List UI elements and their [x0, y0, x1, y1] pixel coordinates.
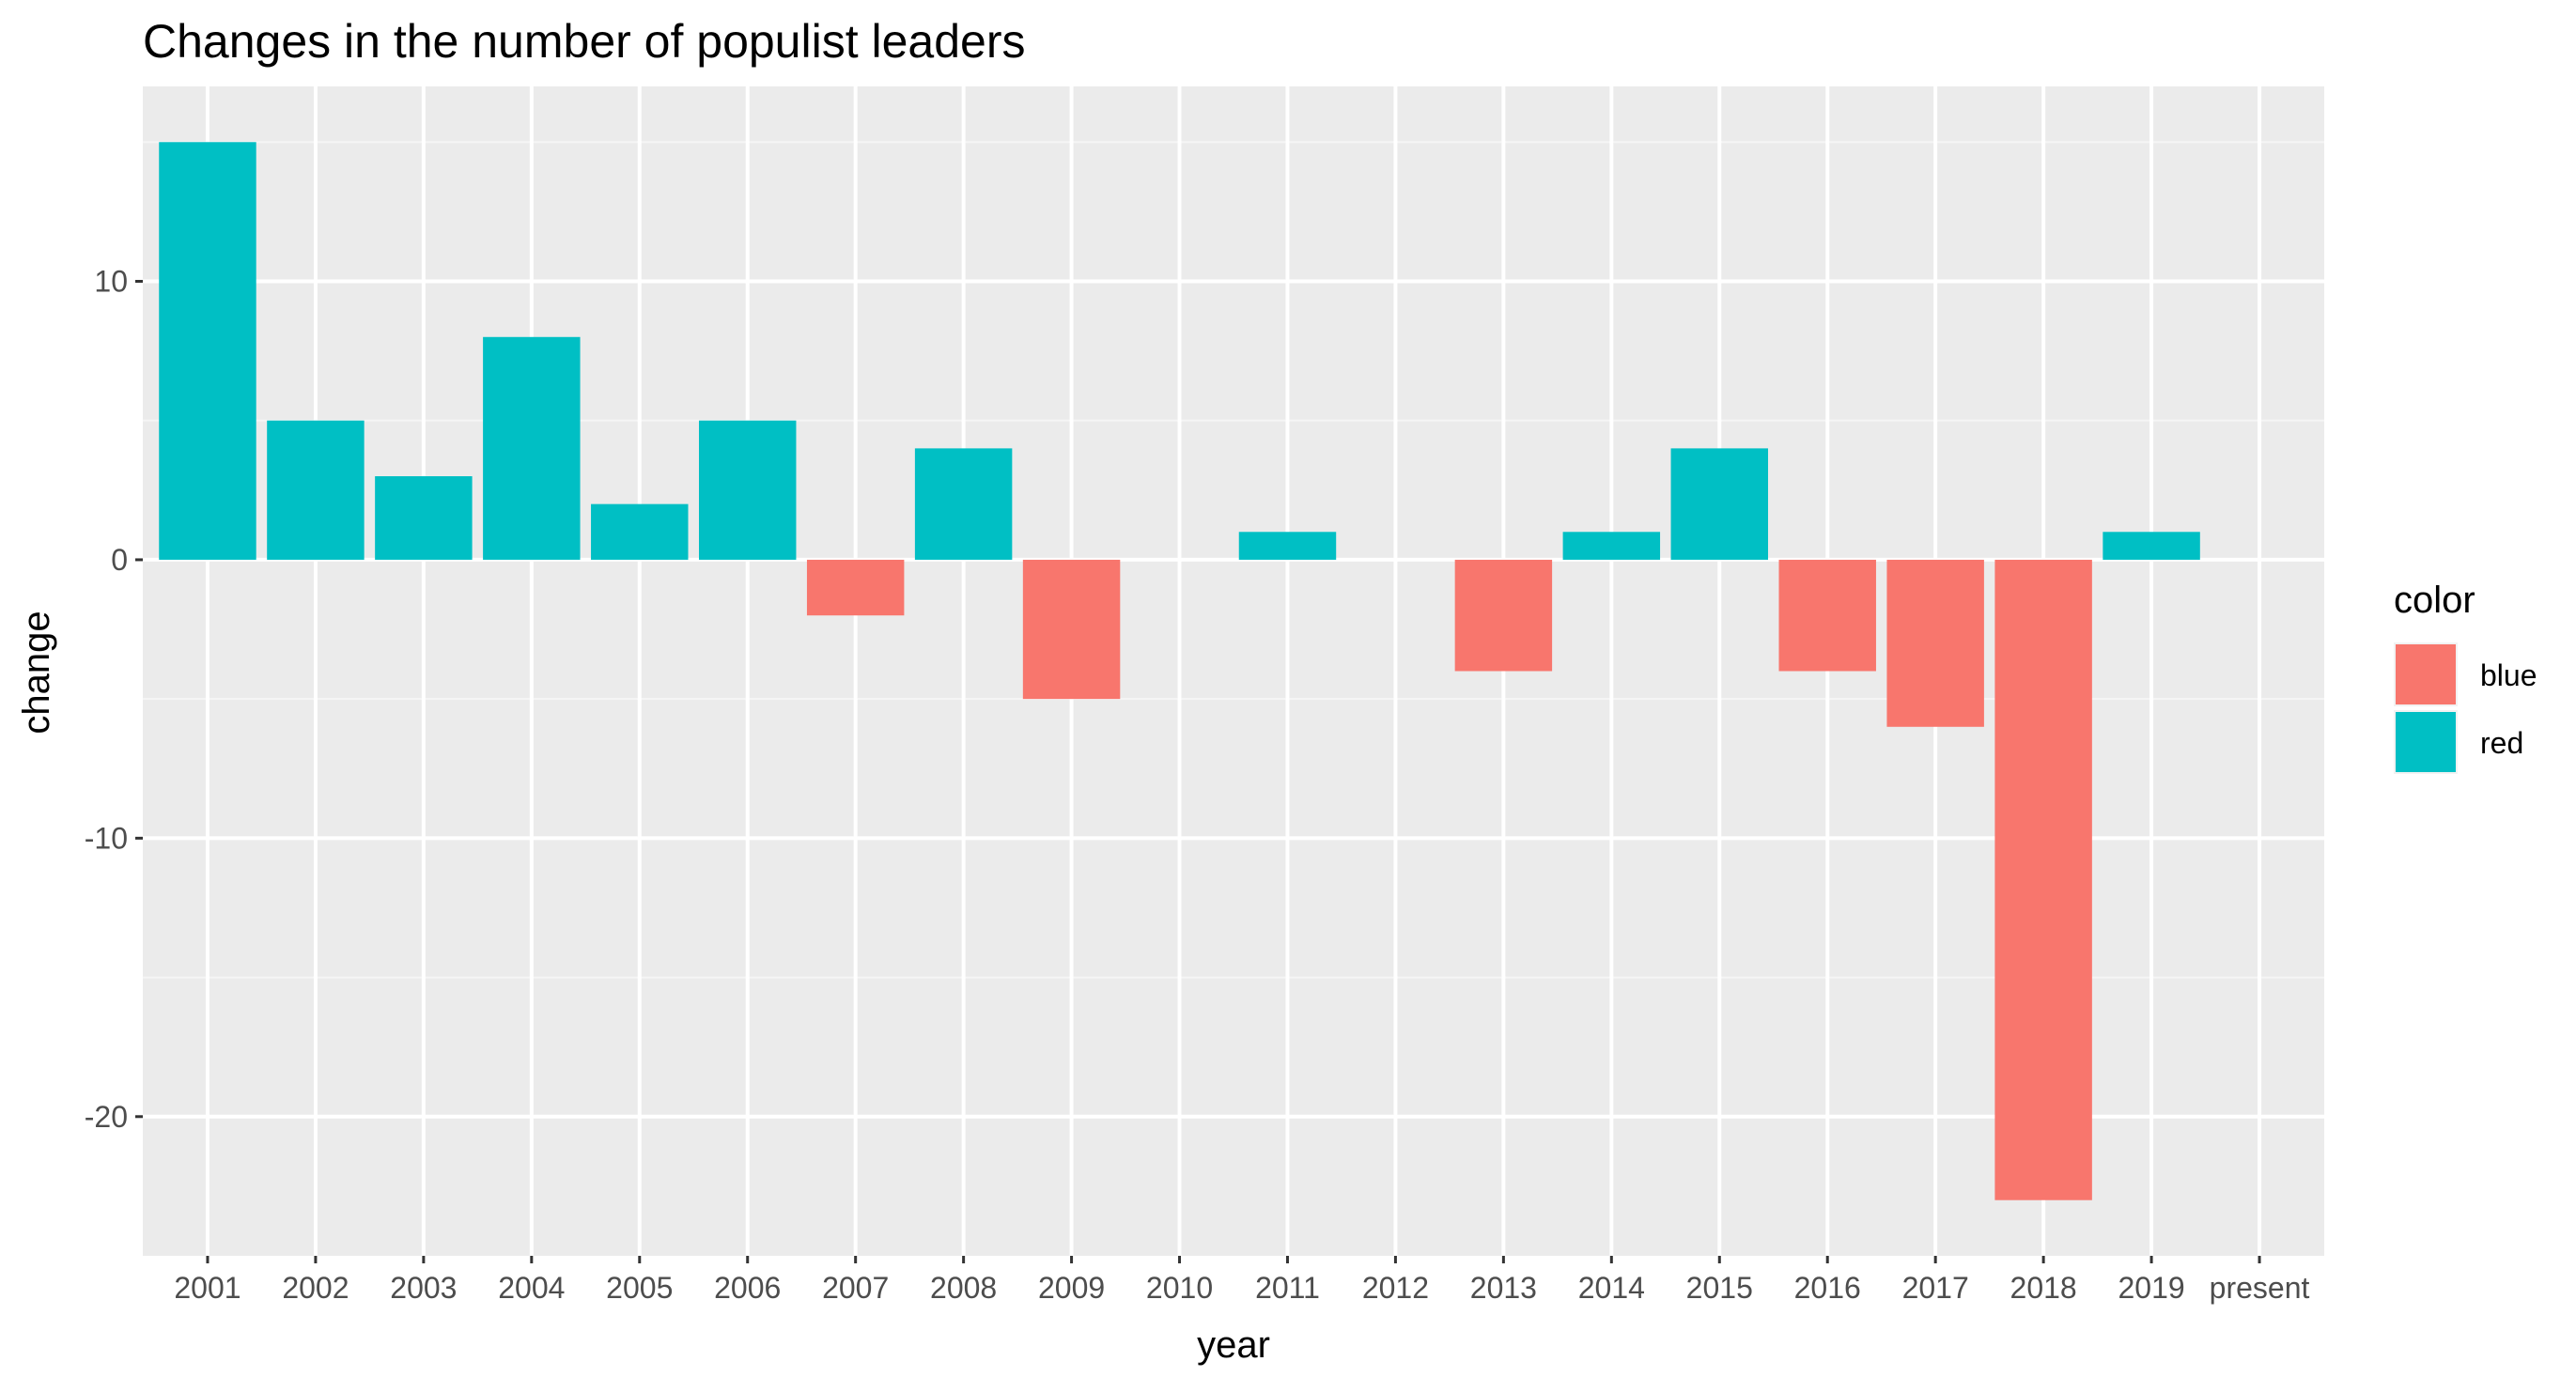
y-tick-label: 10 — [94, 265, 128, 299]
x-tick-label: 2004 — [498, 1271, 565, 1305]
bar-2001 — [159, 142, 256, 560]
bar-2005 — [591, 503, 689, 560]
x-tick-label: 2016 — [1794, 1271, 1861, 1305]
bar-2009 — [1022, 559, 1121, 700]
x-tick-label: 2011 — [1255, 1271, 1320, 1305]
bar-2007 — [806, 559, 905, 616]
bar-2014 — [1562, 532, 1661, 560]
x-tick-label: 2005 — [606, 1271, 673, 1305]
y-axis-title: change — [16, 611, 57, 734]
legend-swatch-blue — [2396, 644, 2456, 704]
legend-title: color — [2394, 580, 2475, 621]
bar-2018 — [1994, 559, 2092, 1200]
bar-2016 — [1778, 559, 1876, 672]
bars — [159, 142, 2200, 1200]
x-axis: 2001 2002 2003 2004 2005 2006 2007 2008 2009 2010… — [174, 1256, 2310, 1305]
x-tick-label: 2008 — [930, 1271, 997, 1305]
bar-2006 — [698, 420, 797, 560]
x-tick-label: 2014 — [1578, 1271, 1645, 1305]
x-tick-label: 2007 — [822, 1271, 889, 1305]
x-tick-label: 2009 — [1038, 1271, 1105, 1305]
y-tick-label: -10 — [85, 821, 128, 855]
x-tick-label: 2019 — [2118, 1271, 2184, 1305]
legend: color blue red — [2394, 580, 2537, 774]
bar-2002 — [267, 420, 365, 560]
bar-2017 — [1886, 559, 1984, 727]
x-tick-label: 2003 — [390, 1271, 457, 1305]
x-tick-label: 2001 — [174, 1271, 241, 1305]
bar-2003 — [375, 476, 473, 560]
bar-2019 — [2103, 532, 2200, 560]
x-axis-title: year — [1197, 1324, 1270, 1366]
legend-swatch-red — [2396, 712, 2456, 772]
x-tick-label: 2017 — [1902, 1271, 1969, 1305]
x-tick-label: 2010 — [1146, 1271, 1213, 1305]
x-tick-label: 2012 — [1362, 1271, 1429, 1305]
x-tick-label: 2006 — [714, 1271, 781, 1305]
bar-2008 — [914, 448, 1013, 560]
legend-label-blue: blue — [2480, 658, 2537, 692]
bar-2011 — [1238, 532, 1337, 560]
x-tick-label: 2018 — [2010, 1271, 2077, 1305]
x-tick-label: 2013 — [1470, 1271, 1537, 1305]
y-tick-label: 0 — [111, 543, 128, 577]
bar-2013 — [1454, 559, 1553, 672]
y-tick-label: -20 — [85, 1100, 128, 1134]
y-axis: 10 0 -10 -20 — [85, 265, 143, 1134]
x-tick-label: 2002 — [282, 1271, 349, 1305]
legend-label-red: red — [2480, 726, 2523, 760]
bar-2004 — [483, 336, 581, 560]
x-tick-label: 2015 — [1686, 1271, 1753, 1305]
bar-2015 — [1670, 448, 1769, 560]
x-tick-label: present — [2210, 1271, 2310, 1305]
chart-title: Changes in the number of populist leader… — [143, 15, 1025, 68]
